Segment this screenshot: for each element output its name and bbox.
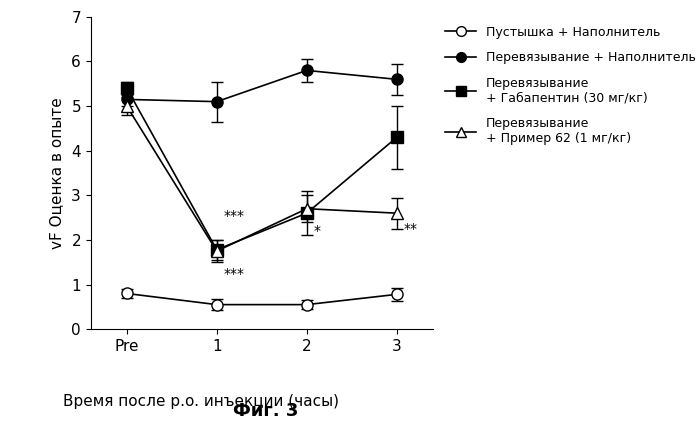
Y-axis label: vF Оценка в опыте: vF Оценка в опыте — [50, 97, 64, 249]
Text: ***: *** — [223, 267, 244, 281]
Text: *: * — [313, 224, 320, 238]
Text: Фиг. 3: Фиг. 3 — [232, 402, 298, 420]
Legend: Пустышка + Наполнитель, Перевязывание + Наполнитель, Перевязывание
+ Габапентин : Пустышка + Наполнитель, Перевязывание + … — [443, 23, 698, 148]
Text: **: ** — [403, 222, 417, 236]
Text: ***: *** — [223, 209, 244, 223]
Text: Время после p.o. инъекции (часы): Время после p.o. инъекции (часы) — [63, 394, 339, 409]
